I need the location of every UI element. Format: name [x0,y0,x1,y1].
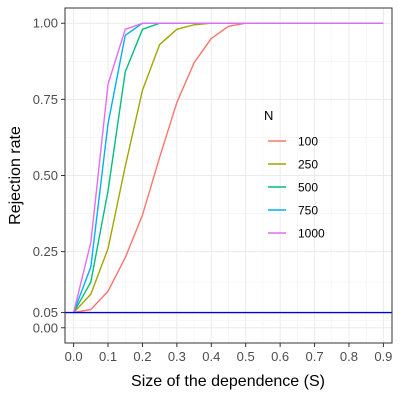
legend-label-100: 100 [298,135,318,149]
series-line-1000 [72,22,384,313]
y-axis: 0.000.05 0.25 0.50 0.75 1.00 [33,16,65,335]
x-axis: 0.0 0.1 0.2 0.3 0.4 0.5 0.6 0.7 0.8 0.9 [65,343,392,364]
x-tick-label: 0.0 [65,349,83,364]
x-tick-label: 0.8 [340,349,358,364]
legend-title: N [264,108,273,123]
x-tick-label: 0.9 [374,349,392,364]
x-tick-label: 0.1 [99,349,117,364]
y-tick-label: 1.00 [33,16,58,31]
y-tick-label: 0.75 [33,92,58,107]
x-tick-label: 0.4 [202,349,220,364]
y-tick-label: 0.50 [33,168,58,183]
x-axis-title: Size of the dependence (S) [131,373,325,390]
x-tick-label: 0.2 [133,349,151,364]
y-tick-label: 0.05 [33,305,58,320]
x-tick-label: 0.6 [271,349,289,364]
grid-major [65,8,392,343]
x-tick-label: 0.3 [168,349,186,364]
legend-label-750: 750 [298,204,318,218]
legend-label-250: 250 [298,158,318,172]
y-tick-label: 0.25 [33,244,58,259]
x-tick-label: 0.7 [306,349,324,364]
legend: N 100 250 500 750 1000 [264,108,325,241]
series-layer [72,22,384,314]
x-tick-label: 0.5 [237,349,255,364]
legend-label-1000: 1000 [298,227,325,241]
y-tick-label: 0.00 [33,320,58,335]
legend-label-500: 500 [298,181,318,195]
y-axis-title: Rejection rate [7,126,24,225]
